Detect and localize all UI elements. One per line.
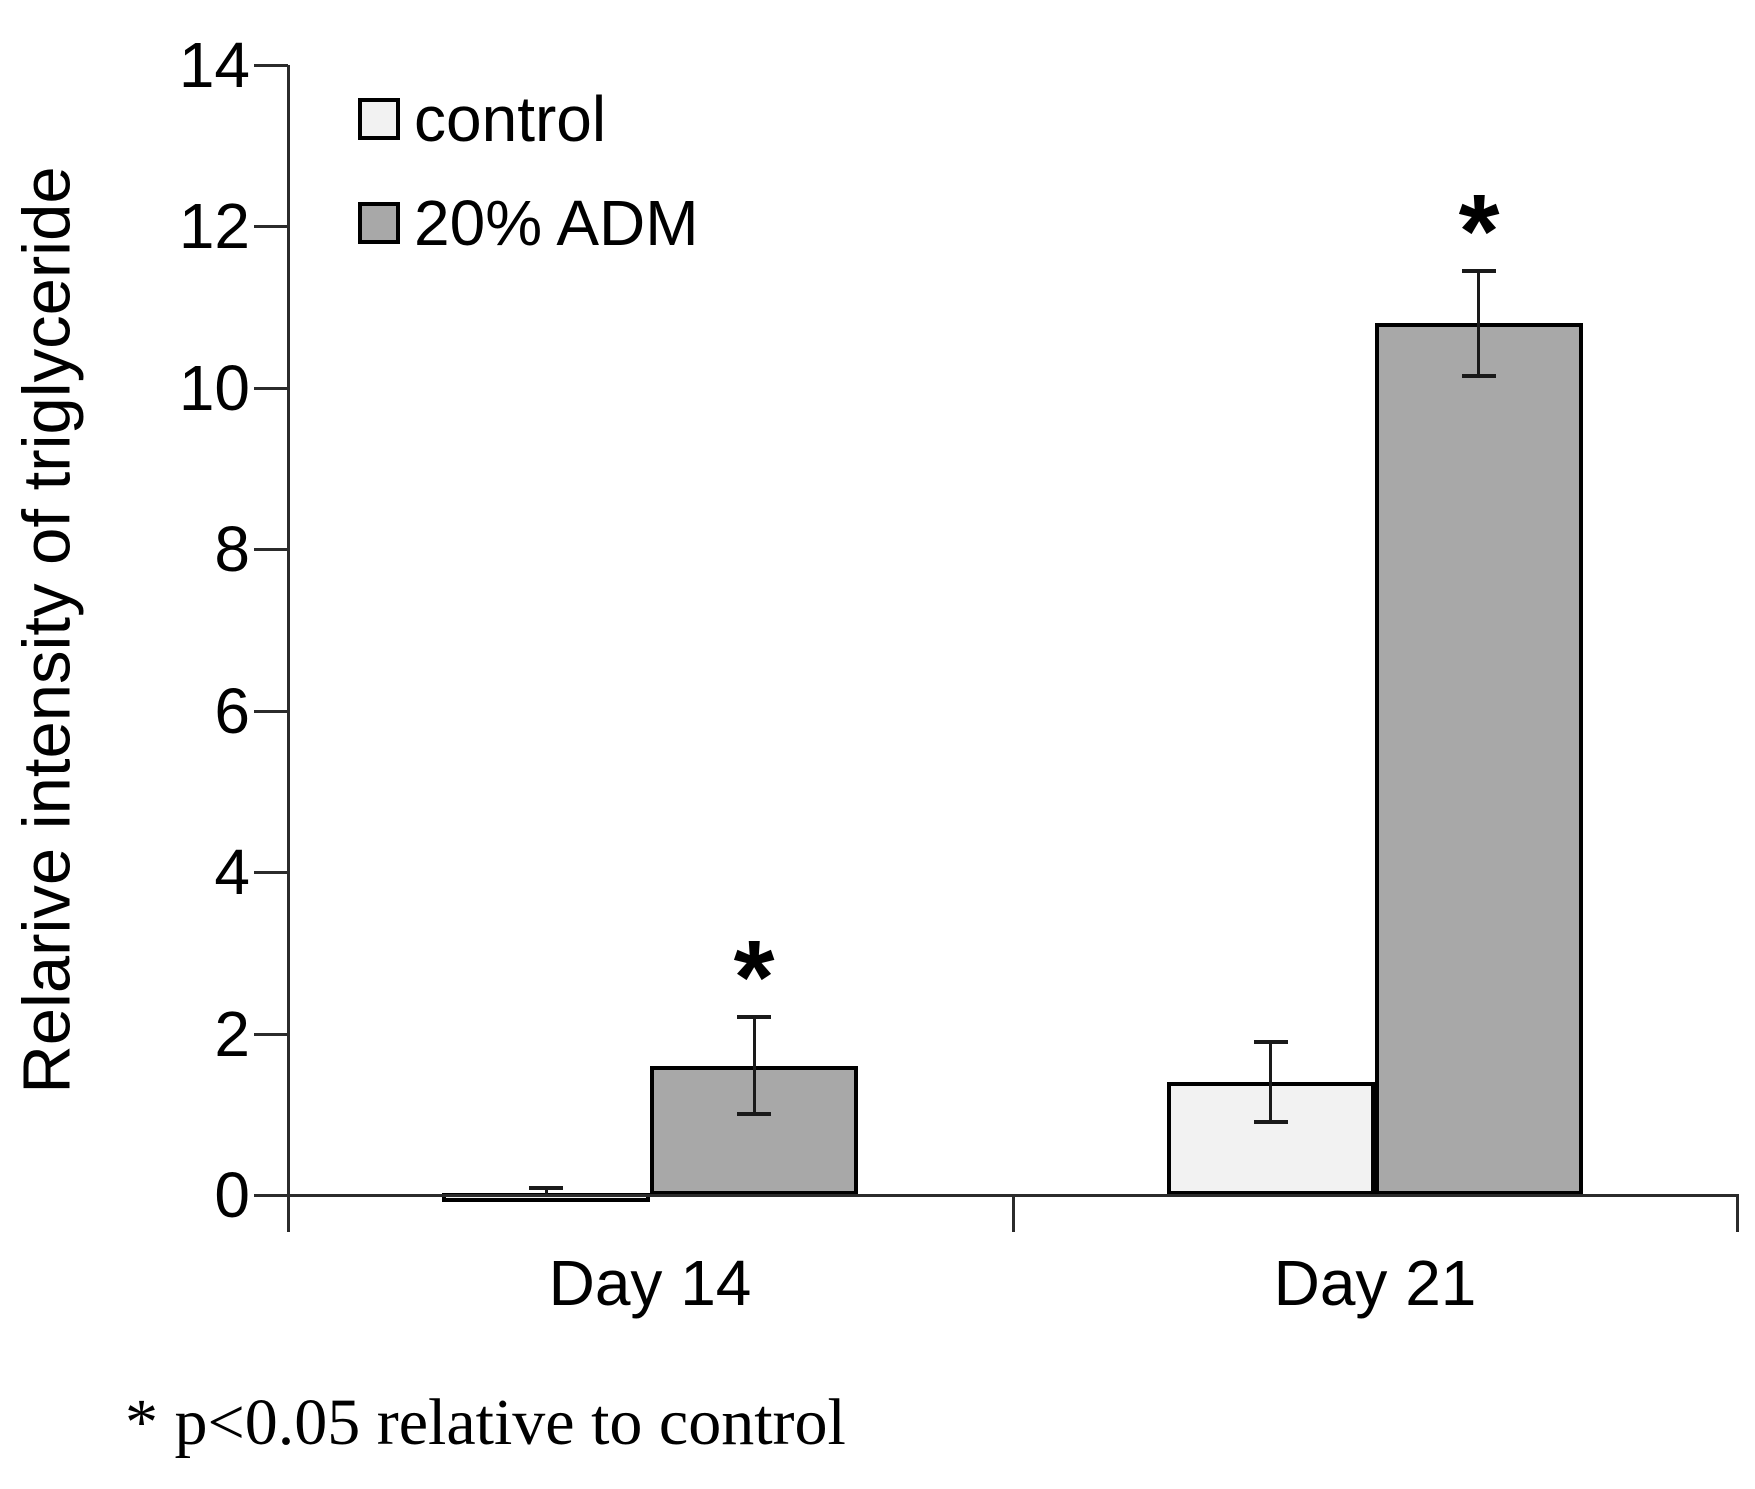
significance-footnote: * p<0.05 relative to control <box>125 1386 846 1459</box>
y-axis-line <box>287 65 290 1232</box>
x-category-label: Day 14 <box>548 1247 752 1319</box>
y-tick-label: 8 <box>214 513 250 585</box>
error-bar-cap-top <box>1254 1040 1288 1044</box>
legend-item-adm: 20% ADM <box>358 190 699 256</box>
significance-asterisk: * <box>733 919 775 1036</box>
error-bar-cap-top <box>737 1015 771 1019</box>
legend-item-control: control <box>358 86 699 152</box>
error-bar-cap-top <box>1462 269 1496 273</box>
legend-label-control: control <box>414 83 607 155</box>
y-axis-tick <box>254 710 288 713</box>
y-axis-tick <box>254 548 288 551</box>
error-bar <box>1269 1042 1272 1123</box>
error-bar-cap-top <box>529 1186 563 1190</box>
y-axis-tick <box>254 225 288 228</box>
error-bar-cap-bottom <box>737 1112 771 1116</box>
y-tick-label: 2 <box>214 998 250 1070</box>
legend-label-adm: 20% ADM <box>414 187 699 259</box>
y-tick-label: 0 <box>214 1159 250 1231</box>
y-axis-tick <box>254 387 288 390</box>
x-axis-tick <box>1012 1195 1015 1232</box>
x-category-label: Day 21 <box>1273 1247 1477 1319</box>
y-tick-label: 6 <box>214 675 250 747</box>
y-tick-label: 10 <box>178 352 250 424</box>
legend-swatch-control <box>358 98 400 140</box>
legend: control 20% ADM <box>358 86 699 294</box>
y-tick-label: 12 <box>178 190 250 262</box>
bar-20-adm-1 <box>650 1066 858 1195</box>
y-axis-tick <box>254 64 288 67</box>
y-axis-tick <box>254 871 288 874</box>
y-tick-label: 4 <box>214 836 250 908</box>
error-bar <box>753 1017 756 1114</box>
bar-20-adm-2 <box>1375 323 1583 1195</box>
legend-swatch-adm <box>358 202 400 244</box>
significance-asterisk: * <box>1458 173 1500 290</box>
x-axis-tick <box>1736 1195 1739 1232</box>
y-tick-label: 14 <box>178 29 250 101</box>
error-bar-cap-bottom <box>1462 374 1496 378</box>
error-bar <box>1477 271 1480 376</box>
y-axis-tick <box>254 1194 288 1197</box>
error-bar-cap-bottom <box>1254 1120 1288 1124</box>
y-axis-tick <box>254 1033 288 1036</box>
error-bar <box>545 1188 548 1195</box>
